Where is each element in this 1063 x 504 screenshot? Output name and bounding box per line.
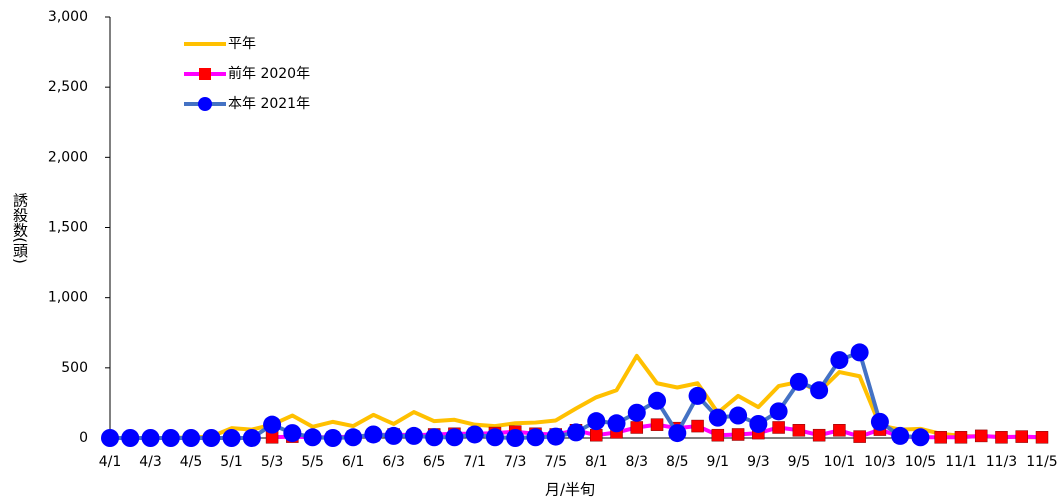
- marker: [384, 426, 403, 445]
- marker: [101, 429, 119, 447]
- legend-label: 平年: [228, 36, 256, 52]
- x-tick-label: 10/1: [824, 454, 855, 470]
- marker: [731, 428, 745, 441]
- marker: [344, 428, 363, 447]
- x-tick-label: 8/1: [585, 454, 608, 470]
- marker: [567, 423, 585, 442]
- marker: [974, 429, 988, 443]
- legend-marker: [199, 68, 211, 80]
- marker: [607, 414, 626, 433]
- marker: [182, 429, 201, 447]
- marker: [630, 421, 644, 434]
- marker: [425, 428, 444, 447]
- y-tick-label: 1,000: [48, 290, 88, 306]
- x-tick-label: 9/3: [747, 454, 770, 470]
- x-tick-label: 6/1: [342, 454, 365, 470]
- marker: [691, 419, 704, 433]
- marker: [1015, 430, 1028, 443]
- marker: [688, 386, 707, 405]
- marker: [485, 428, 504, 447]
- y-tick-label: 0: [79, 430, 88, 446]
- y-axis-label: 誘殺数(頭): [11, 192, 29, 264]
- y-tick-label: 1,500: [48, 220, 88, 236]
- marker: [161, 429, 180, 447]
- marker: [506, 429, 525, 447]
- marker: [141, 429, 160, 447]
- marker: [833, 424, 846, 437]
- marker: [729, 406, 748, 425]
- marker: [995, 431, 1008, 444]
- x-axis-label: 月/半旬: [545, 481, 595, 499]
- legend-label: 前年 2020年: [228, 65, 310, 82]
- marker: [526, 428, 545, 447]
- marker: [870, 412, 889, 431]
- x-tick-label: 7/3: [504, 454, 527, 470]
- marker: [772, 421, 785, 434]
- x-tick-label: 4/5: [180, 454, 203, 470]
- marker: [303, 428, 322, 447]
- x-tick-label: 8/3: [626, 454, 649, 470]
- marker: [590, 428, 603, 442]
- x-tick-label: 11/5: [1026, 454, 1057, 470]
- marker: [546, 427, 565, 446]
- marker: [891, 426, 910, 445]
- x-tick-label: 9/1: [707, 454, 730, 470]
- marker: [587, 412, 606, 431]
- marker: [364, 425, 383, 444]
- legend-marker: [198, 97, 212, 111]
- x-tick-label: 7/5: [544, 454, 567, 470]
- marker: [323, 429, 342, 447]
- y-tick-label: 2,000: [48, 149, 88, 165]
- marker: [283, 424, 302, 443]
- marker: [222, 429, 241, 447]
- marker: [404, 426, 423, 445]
- marker: [648, 391, 667, 410]
- x-tick-label: 5/1: [220, 454, 243, 470]
- marker: [445, 428, 464, 447]
- marker: [810, 381, 829, 400]
- marker: [954, 431, 968, 444]
- marker: [711, 428, 725, 442]
- marker: [792, 424, 806, 437]
- marker: [911, 428, 930, 447]
- marker: [263, 415, 282, 434]
- y-tick-label: 2,500: [48, 79, 88, 95]
- x-tick-label: 9/5: [788, 454, 811, 470]
- y-tick-label: 3,000: [48, 9, 88, 25]
- marker: [627, 403, 646, 422]
- x-tick-label: 11/1: [945, 454, 976, 470]
- x-tick-label: 5/3: [261, 454, 284, 470]
- x-tick-label: 7/1: [463, 454, 486, 470]
- x-tick-label: 6/3: [382, 454, 405, 470]
- x-tick-label: 10/5: [905, 454, 936, 470]
- marker: [1035, 431, 1049, 444]
- x-tick-label: 4/3: [139, 454, 162, 470]
- x-tick-label: 10/3: [864, 454, 895, 470]
- marker: [465, 425, 484, 444]
- marker: [749, 414, 768, 433]
- x-tick-label: 5/5: [301, 454, 324, 470]
- marker: [668, 424, 687, 443]
- marker: [830, 351, 849, 370]
- marker: [934, 431, 947, 444]
- marker: [708, 408, 727, 427]
- marker: [812, 428, 826, 442]
- marker: [769, 402, 788, 421]
- x-tick-label: 11/3: [986, 454, 1017, 470]
- marker: [242, 429, 261, 447]
- x-tick-label: 6/5: [423, 454, 446, 470]
- x-tick-label: 4/1: [99, 454, 122, 470]
- marker: [853, 430, 866, 443]
- marker: [121, 429, 140, 447]
- marker: [789, 372, 808, 391]
- marker: [650, 418, 664, 431]
- marker: [850, 343, 869, 362]
- x-tick-label: 8/5: [666, 454, 689, 470]
- y-tick-label: 500: [61, 360, 88, 376]
- marker: [202, 429, 221, 447]
- legend-label: 本年 2021年: [228, 96, 310, 112]
